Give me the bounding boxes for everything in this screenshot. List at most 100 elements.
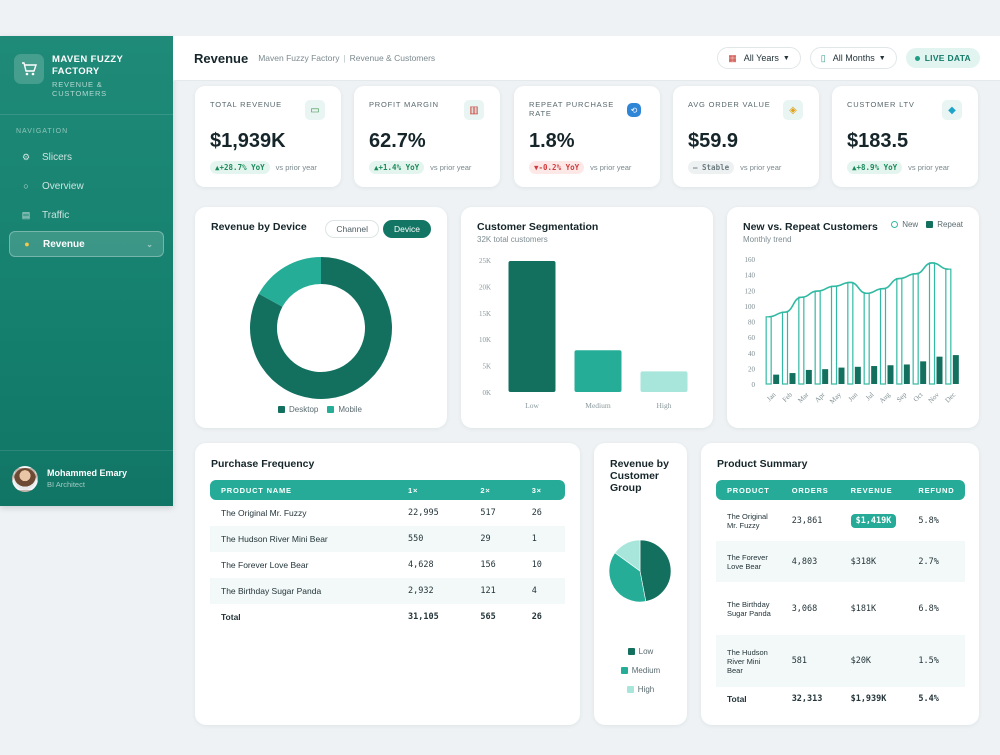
donut-slice-mobile	[258, 257, 321, 307]
kpi-change: ▲+1.4% YoY	[369, 161, 425, 174]
cell-value: $20K	[839, 635, 908, 687]
y-tick-label: 100	[745, 303, 756, 311]
cell-product: The Forever Love Bear	[716, 541, 781, 582]
panel-title: Customer Segmentation	[477, 221, 599, 233]
kpi-card-avg-order-value: AVG ORDER VALUE ◈ $59.9 — Stable vs prior…	[673, 86, 819, 187]
month-filter-dropdown[interactable]: ▯ All Months ▼	[809, 47, 897, 69]
cell-value: 26	[531, 508, 542, 518]
trend-legend: New Repeat	[891, 220, 963, 229]
toggle-channel-button[interactable]: Channel	[325, 220, 380, 238]
bar-low	[508, 261, 556, 392]
kpi-card-customer-ltv: CUSTOMER LTV ◆ $183.5 ▲+8.9% YoY vs prior…	[832, 86, 978, 187]
user-profile[interactable]: Mohammed Emary BI Architect	[0, 450, 173, 506]
column-header[interactable]: PRODUCT	[716, 480, 781, 500]
breadcrumb-item[interactable]: Maven Fuzzy Factory	[258, 53, 340, 63]
bar-repeat-sep	[903, 364, 910, 384]
cell-value: 3,068	[791, 603, 818, 614]
cell-value: 23,861	[791, 515, 823, 526]
cell-value: 4	[520, 578, 565, 604]
avatar	[12, 465, 38, 492]
legend-label: Low	[638, 647, 654, 656]
brand: MAVEN FUZZY FACTORY REVENUE & CUSTOMERS	[0, 36, 173, 115]
toggle-device-button[interactable]: Device	[383, 220, 431, 238]
column-header[interactable]: 2×	[469, 480, 521, 500]
table-row[interactable]: The Original Mr. Fuzzy 22,995 517 26	[210, 500, 565, 526]
x-tick-label: Jul	[864, 391, 875, 402]
panel-title: Product Summary	[717, 458, 808, 470]
sidebar-item-slicers[interactable]: ⚙ Slicers	[9, 144, 164, 170]
brand-title: MAVEN FUZZY FACTORY	[52, 54, 124, 77]
cell-value: 29	[469, 526, 521, 552]
y-tick-label: 0	[752, 381, 756, 389]
table-row[interactable]: The Forever Love Bear 4,803 $318K 2.7%	[716, 541, 966, 582]
x-tick-label: May	[828, 390, 843, 405]
x-tick-label: High	[657, 401, 672, 410]
cell-value: $181K	[850, 603, 877, 614]
kpi-change: — Stable	[688, 161, 735, 174]
x-tick-label: Apr	[813, 390, 827, 404]
panel-title: New vs. Repeat Customers	[743, 221, 878, 233]
sidebar-item-overview[interactable]: ○ Overview	[9, 173, 164, 199]
bar-new-jan	[765, 316, 772, 385]
bar-repeat-oct	[920, 361, 927, 384]
kpi-note: vs prior year	[430, 163, 472, 172]
kpi-change: ▲+28.7% YoY	[210, 161, 270, 174]
legend-swatch	[626, 686, 634, 693]
y-tick-label: 60	[748, 334, 756, 342]
table-row[interactable]: The Hudson River Mini Bear 550 29 1	[210, 526, 565, 552]
kpi-value: 62.7%	[369, 130, 426, 152]
column-header[interactable]: ORDERS	[780, 480, 840, 500]
table-row[interactable]: The Birthday Sugar Panda 2,932 121 4	[210, 578, 565, 604]
legend-swatch	[620, 667, 628, 674]
table-row[interactable]: The Birthday Sugar Panda 3,068 $181K 6.8%	[716, 582, 965, 635]
sidebar-item-traffic[interactable]: ▤ Traffic	[9, 202, 164, 228]
table-row[interactable]: The Hudson River Mini Bear 581 $20K 1.5%	[716, 635, 966, 687]
cell-value: 517	[480, 508, 496, 518]
cell-value: $318K	[839, 541, 908, 582]
cell-product: The Original Mr. Fuzzy	[727, 511, 768, 530]
bar-new-aug	[879, 288, 887, 385]
column-header[interactable]: 1×	[397, 480, 470, 500]
bar-repeat-jul	[871, 366, 878, 384]
column-header[interactable]: REFUND	[907, 480, 966, 500]
panel-title: Revenue by Device	[211, 221, 307, 233]
device-legend: Desktop Mobile	[278, 405, 371, 414]
legend-item-desktop: Desktop	[278, 405, 318, 414]
user-name: Mohammed Emary	[47, 468, 128, 478]
sidebar-item-label: Traffic	[42, 209, 70, 221]
new-vs-repeat-chart: 0 20 40 60 80 100 120 140 160 Jan Feb Mar Apr May Jun J…	[745, 256, 959, 405]
column-header[interactable]: 3×	[520, 480, 565, 500]
kpi-value: 1.8%	[529, 130, 575, 152]
table-row[interactable]: The Forever Love Bear 4,628 156 10	[210, 552, 565, 578]
customer-segmentation-panel: Customer Segmentation 32K total customer…	[461, 207, 713, 428]
sidebar-item-revenue[interactable]: ● Revenue ⌄	[9, 231, 164, 257]
nav-section-label: NAVIGATION	[16, 128, 69, 135]
panel-title: Revenue by Customer Group	[610, 458, 669, 494]
kpi-note: vs prior year	[275, 163, 317, 172]
bar-repeat-apr	[822, 369, 829, 384]
year-filter-dropdown[interactable]: ▦ All Years ▼	[717, 47, 801, 69]
table-row[interactable]: The Original Mr. Fuzzy 23,861 $1,419K 5.8%	[716, 500, 965, 541]
column-header[interactable]: REVENUE	[839, 480, 908, 500]
chart-icon: ▤	[21, 209, 31, 220]
table-total-row: Total 31,105 565 26	[210, 604, 565, 630]
pie-slice-high	[614, 539, 641, 572]
column-header[interactable]: PRODUCT NAME	[210, 480, 397, 500]
repeat-icon: ⟲	[627, 103, 641, 117]
cell-value: 22,995	[408, 508, 439, 518]
sidebar-item-label: Slicers	[42, 151, 73, 163]
cell-product: The Birthday Sugar Panda	[210, 578, 397, 604]
y-tick-label: 0K	[482, 389, 491, 397]
product-summary-panel: Product Summary PRODUCT ORDERS REVENUE R…	[701, 443, 979, 725]
y-tick-label: 20	[748, 365, 756, 373]
cell-value: 32,313	[791, 694, 823, 704]
legend-item-medium: Medium	[594, 661, 687, 680]
y-tick-label: 80	[748, 319, 756, 327]
legend-label: Repeat	[937, 220, 963, 229]
kpi-label: PROFIT MARGIN	[369, 100, 439, 109]
customer-group-legend: Low Medium High	[594, 642, 687, 699]
bar-repeat-may	[838, 367, 845, 384]
legend-swatch	[891, 221, 899, 228]
breadcrumb-item[interactable]: Revenue & Customers	[349, 53, 436, 63]
cell-value: 156	[480, 560, 496, 570]
